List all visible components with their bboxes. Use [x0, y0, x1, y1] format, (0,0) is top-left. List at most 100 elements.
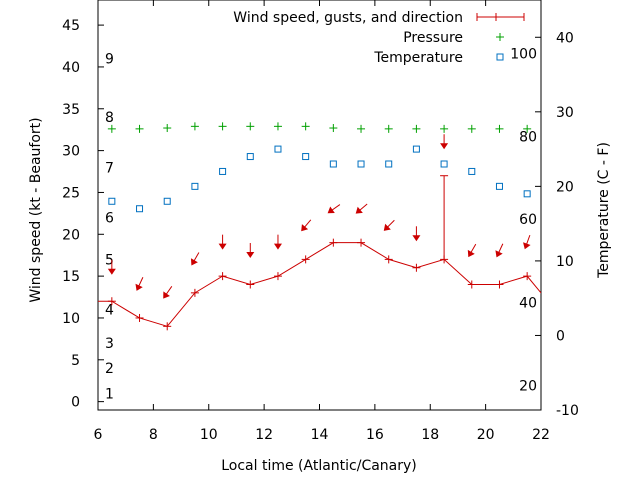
arrow-head: [440, 143, 449, 150]
temperature-point: [329, 160, 337, 168]
wind-direction-arrow: [327, 204, 341, 214]
plot-frame: [97, 0, 542, 411]
x-tick-label: 16: [366, 427, 384, 443]
wind-speed-point: [80, 297, 88, 305]
fahrenheit-label: 40: [519, 296, 537, 312]
wind-direction-arrow: [467, 243, 477, 258]
y-left-tick-label: 15: [62, 269, 80, 285]
y-right-tick-label: 20: [556, 179, 574, 195]
temperature-point: [412, 145, 420, 153]
temperature-point: [191, 182, 199, 190]
temperature-point: [302, 153, 310, 161]
wind-direction-arrow: [135, 277, 144, 291]
beaufort-label: 6: [105, 211, 114, 227]
y-right-tick-label: 30: [556, 105, 574, 121]
y-axis-right-title: Temperature (C - F): [596, 142, 612, 279]
y-right-tick-label: 10: [556, 254, 574, 270]
wind-speed-point: [163, 322, 172, 331]
beaufort-label: 7: [105, 160, 114, 176]
temperature-point: [108, 197, 116, 205]
pressure-point: [218, 122, 227, 131]
temperature-point: [357, 160, 365, 168]
arrow-head: [190, 258, 198, 266]
temperature-point: [219, 167, 227, 175]
x-tick-label: 20: [477, 427, 495, 443]
pressure-point: [357, 124, 366, 133]
wind-speed-point: [523, 272, 532, 281]
wind-speed-point: [301, 255, 310, 264]
fahrenheit-label: 80: [519, 129, 537, 145]
pressure-point: [523, 124, 532, 133]
wind-direction-arrow: [163, 286, 173, 299]
pressure-point: [495, 124, 504, 133]
beaufort-label: 8: [105, 110, 114, 126]
temperature-point: [468, 167, 476, 175]
legend-label-temperature: Temperature: [373, 50, 463, 66]
series-layer: [80, 122, 559, 331]
wind-speed-point: [467, 280, 476, 289]
wind-speed-point: [246, 280, 255, 289]
wind-direction-arrow: [301, 219, 312, 232]
legend-label-pressure: Pressure: [403, 30, 463, 46]
wind-direction-arrow: [383, 219, 395, 231]
beaufort-label: 3: [105, 336, 114, 352]
arrow-head: [273, 243, 282, 250]
wind-speed-point: [412, 263, 421, 272]
temperature-point: [136, 205, 144, 213]
temperature-point: [246, 153, 254, 161]
wind-speed-point: [329, 238, 338, 247]
arrow-head: [467, 249, 475, 258]
arrow-head: [355, 206, 363, 214]
pressure-point: [329, 124, 338, 133]
legend-label-wind: Wind speed, gusts, and direction: [233, 10, 463, 26]
legend-sample-temperature: [496, 53, 504, 61]
beaufort-label: 9: [105, 52, 114, 68]
y-right-tick-label: 0: [556, 328, 565, 344]
temperature-point: [274, 145, 282, 153]
wind-speed-point: [107, 297, 116, 306]
wind-speed-point: [218, 272, 227, 281]
x-tick-label: 22: [532, 427, 550, 443]
legend: Wind speed, gusts, and direction Pressur…: [233, 10, 525, 66]
pressure-point: [246, 122, 255, 131]
x-axis-title: Local time (Atlantic/Canary): [221, 458, 417, 474]
wind-speed-point: [190, 288, 199, 297]
y-left-tick-label: 0: [71, 395, 80, 411]
temperature-point: [495, 182, 503, 190]
wind-direction-arrow: [246, 243, 255, 259]
fahrenheit-label: 100: [510, 47, 537, 63]
x-tick-label: 12: [255, 427, 273, 443]
axis-ticks: [97, 0, 542, 411]
y-axis-left-title: Wind speed (kt - Beaufort): [28, 117, 44, 302]
pressure-point: [163, 124, 172, 133]
arrow-head: [301, 224, 309, 232]
legend-sample-pressure: [496, 33, 504, 41]
pressure-point: [273, 122, 282, 131]
wind-direction-arrow: [273, 234, 282, 250]
arrow-head: [412, 235, 421, 242]
y-left-tick-label: 20: [62, 227, 80, 243]
temperature-point: [385, 160, 393, 168]
arrow-head: [327, 206, 335, 214]
beaufort-label: 2: [105, 361, 114, 377]
temperature-point: [163, 197, 171, 205]
pressure-point: [135, 124, 144, 133]
arrow-head: [383, 223, 391, 231]
x-tick-label: 8: [149, 427, 158, 443]
pressure-point: [190, 122, 199, 131]
wind-speed-point: [551, 306, 559, 314]
y-right-tick-label: 40: [556, 30, 574, 46]
wind-direction-arrow: [412, 226, 421, 242]
arrow-head: [135, 283, 143, 291]
y-left-tick-label: 35: [62, 102, 80, 118]
beaufort-label: 5: [105, 252, 114, 268]
wind-speed-point: [273, 272, 282, 281]
x-tick-label: 14: [311, 427, 329, 443]
wind-direction-arrow: [523, 234, 531, 250]
arrow-head: [246, 252, 255, 259]
y-left-tick-label: 10: [62, 311, 80, 327]
arrow-head: [495, 250, 503, 258]
beaufort-label: 4: [105, 303, 114, 319]
wind-direction-arrow: [190, 252, 200, 266]
x-tick-label: 18: [421, 427, 439, 443]
